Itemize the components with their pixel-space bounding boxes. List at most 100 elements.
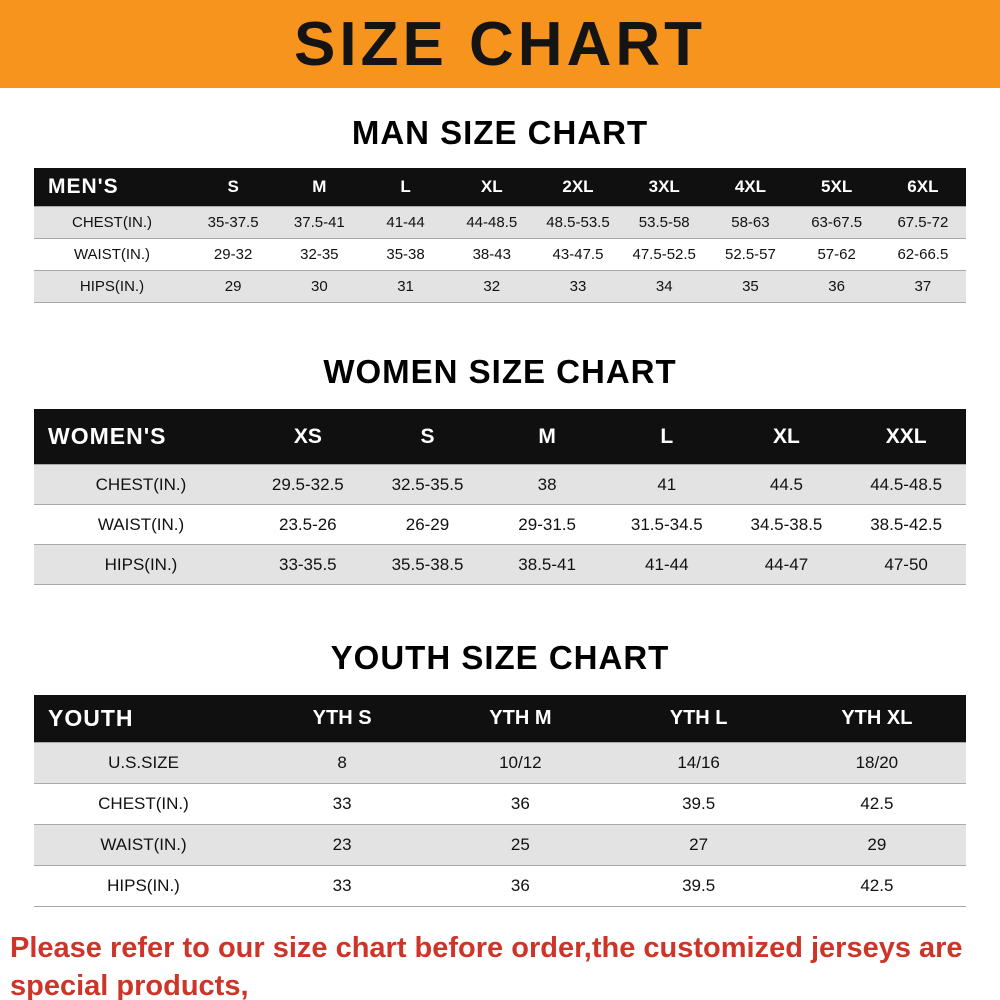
size-cell: 38-43 <box>448 238 535 271</box>
column-header: YTH L <box>669 707 728 729</box>
size-cell: 39.5 <box>609 865 788 907</box>
size-cell: 52.5-57 <box>707 238 794 271</box>
size-cell: 44-47 <box>726 544 847 585</box>
column-header: 6XL <box>907 177 939 196</box>
table-row: WAIST(IN.) 23 25 27 29 <box>34 824 966 866</box>
size-cell: 35-38 <box>362 238 449 271</box>
size-cell: 31 <box>362 270 449 303</box>
size-cell: 29 <box>190 270 277 303</box>
row-label: CHEST(IN.) <box>34 206 190 239</box>
size-cell: 36 <box>431 783 610 825</box>
size-cell: 44.5-48.5 <box>846 464 966 505</box>
corner-label: WOMEN'S <box>48 423 167 449</box>
men-section-heading: MAN SIZE CHART <box>351 114 649 151</box>
size-cell: 38.5-41 <box>487 544 607 585</box>
row-label: U.S.SIZE <box>34 742 253 784</box>
size-cell: 48.5-53.5 <box>534 206 622 239</box>
size-cell: 41 <box>606 464 727 505</box>
size-cell: 58-63 <box>707 206 794 239</box>
column-header: S <box>227 177 239 196</box>
table-header-row: YOUTH YTH S YTH M YTH L YTH XL <box>34 695 966 743</box>
size-cell: 34 <box>621 270 708 303</box>
size-cell: 33 <box>534 270 622 303</box>
column-header: 3XL <box>648 177 680 196</box>
row-label: HIPS(IN.) <box>34 865 253 907</box>
size-cell: 53.5-58 <box>621 206 708 239</box>
size-cell: 31.5-34.5 <box>606 504 727 545</box>
size-cell: 39.5 <box>609 783 788 825</box>
size-cell: 10/12 <box>431 742 610 784</box>
size-cell: 32 <box>448 270 535 303</box>
size-cell: 8 <box>253 742 432 784</box>
corner-label: YOUTH <box>48 705 134 731</box>
column-header: YTH M <box>489 707 552 729</box>
size-cell: 29 <box>787 824 966 866</box>
table-row: CHEST(IN.) 29.5-32.5 32.5-35.5 38 41 44.5 44.5… <box>34 464 966 505</box>
size-cell: 47-50 <box>846 544 966 585</box>
size-cell: 33 <box>253 783 432 825</box>
size-cell: 34.5-38.5 <box>726 504 847 545</box>
size-cell: 57-62 <box>793 238 880 271</box>
column-header: XL <box>773 424 800 448</box>
row-label: WAIST(IN.) <box>34 824 253 866</box>
table-row: CHEST(IN.) 35-37.5 37.5-41 41-44 44-48.5 48.5… <box>34 206 966 239</box>
column-header: S <box>420 424 435 448</box>
column-header: YTH S <box>312 707 372 729</box>
section-women: WOMEN SIZE CHART WOMEN'S XS S M L XL XXL CHEST(… <box>0 353 1000 585</box>
size-cell: 29-31.5 <box>487 504 607 545</box>
size-cell: 33-35.5 <box>248 544 368 585</box>
column-header: 2XL <box>562 177 594 196</box>
size-cell: 67.5-72 <box>879 206 966 239</box>
size-cell: 32-35 <box>276 238 363 271</box>
table-row: CHEST(IN.) 33 36 39.5 42.5 <box>34 783 966 825</box>
size-cell: 41-44 <box>606 544 727 585</box>
size-cell: 14/16 <box>609 742 788 784</box>
column-header: M <box>312 177 327 196</box>
row-label: WAIST(IN.) <box>34 504 248 545</box>
size-cell: 37 <box>879 270 966 303</box>
column-header: 4XL <box>734 177 767 196</box>
size-cell: 18/20 <box>787 742 966 784</box>
section-men: MAN SIZE CHART MEN'S S M L XL 2XL 3XL 4XL 5XL 6XL… <box>0 114 1000 303</box>
size-cell: 44-48.5 <box>448 206 535 239</box>
size-cell: 43-47.5 <box>534 238 622 271</box>
size-cell: 42.5 <box>787 783 966 825</box>
size-cell: 42.5 <box>787 865 966 907</box>
corner-label: MEN'S <box>48 175 119 198</box>
size-cell: 38.5-42.5 <box>846 504 966 545</box>
size-cell: 29-32 <box>190 238 277 271</box>
table-row: WAIST(IN.) 23.5-26 26-29 29-31.5 31.5-34.5 34… <box>34 504 966 545</box>
size-cell: 36 <box>793 270 880 303</box>
footer-note: Please refer to our size chart before or… <box>0 929 1000 1000</box>
section-youth: YOUTH SIZE CHART YOUTH YTH S YTH M YTH L YTH… <box>0 639 1000 907</box>
size-cell: 63-67.5 <box>793 206 880 239</box>
men-size-table: MEN'S S M L XL 2XL 3XL 4XL 5XL 6XL CHEST(IN.) 35-37… <box>34 168 966 303</box>
banner: SIZE CHART <box>0 0 1000 88</box>
size-cell: 41-44 <box>362 206 449 239</box>
row-label: CHEST(IN.) <box>34 783 253 825</box>
size-cell: 30 <box>276 270 363 303</box>
youth-size-table: YOUTH YTH S YTH M YTH L YTH XL U.S.SIZE 8 10/12… <box>34 695 966 907</box>
table-row: WAIST(IN.) 29-32 32-35 35-38 38-43 43-47.5 47.… <box>34 238 966 271</box>
size-cell: 27 <box>609 824 788 866</box>
column-header: L <box>660 424 674 448</box>
row-label: CHEST(IN.) <box>34 464 248 505</box>
page-title: SIZE CHART <box>294 9 706 79</box>
size-cell: 25 <box>431 824 610 866</box>
footer-note-line-1: Please refer to our size chart before or… <box>10 932 963 1000</box>
size-cell: 37.5-41 <box>276 206 363 239</box>
column-header: 5XL <box>821 177 853 196</box>
size-cell: 62-66.5 <box>879 238 966 271</box>
women-size-table: WOMEN'S XS S M L XL XXL CHEST(IN.) 29.5-32.5 32.5… <box>34 409 966 585</box>
size-cell: 47.5-52.5 <box>621 238 708 271</box>
size-cell: 23 <box>253 824 432 866</box>
women-section-heading: WOMEN SIZE CHART <box>323 353 677 390</box>
table-header-row: MEN'S S M L XL 2XL 3XL 4XL 5XL 6XL <box>34 168 966 207</box>
column-header: L <box>400 177 411 196</box>
size-cell: 35.5-38.5 <box>367 544 488 585</box>
youth-section-heading: YOUTH SIZE CHART <box>330 639 670 676</box>
column-header: XS <box>293 424 322 448</box>
size-cell: 35 <box>707 270 794 303</box>
column-header: XL <box>480 177 503 196</box>
